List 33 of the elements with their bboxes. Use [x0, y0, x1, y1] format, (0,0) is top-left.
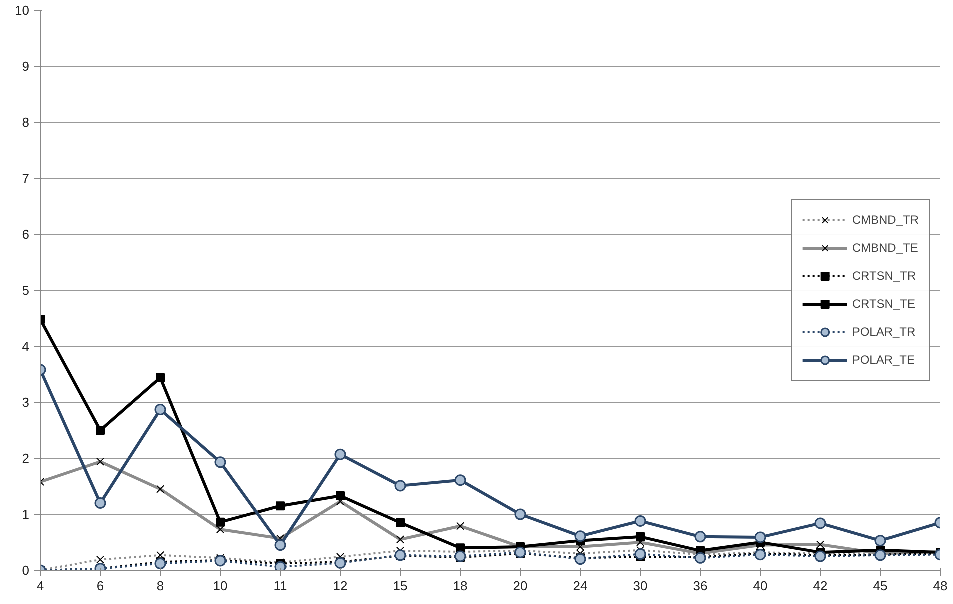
x-tick-label: 11 — [274, 578, 288, 594]
legend-label: CRTSN_TE — [852, 297, 916, 311]
y-tick-label: 4 — [22, 339, 30, 354]
x-tick-label: 8 — [156, 578, 164, 594]
legend-label: POLAR_TE — [852, 353, 916, 367]
x-tick-label: 15 — [393, 578, 408, 594]
x-tick-label: 4 — [36, 578, 44, 594]
y-tick-label: 2 — [22, 451, 30, 466]
x-tick-label: 40 — [753, 578, 768, 594]
legend-label: CMBND_TE — [852, 241, 918, 255]
y-tick-label: 3 — [22, 395, 30, 410]
x-tick-label: 45 — [873, 578, 888, 594]
x-tick-label: 48 — [933, 578, 948, 594]
y-tick-label: 0 — [22, 563, 30, 578]
legend-label: POLAR_TR — [852, 325, 916, 339]
x-tick-label: 12 — [333, 578, 348, 594]
x-tick-label: 24 — [573, 578, 588, 594]
x-tick-label: 10 — [213, 578, 228, 594]
y-tick-label: 10 — [15, 3, 30, 18]
x-tick-label: 6 — [96, 578, 104, 594]
x-tick-label: 20 — [513, 578, 528, 594]
y-tick-label: 6 — [22, 227, 30, 242]
x-tick-label: 18 — [453, 578, 468, 594]
y-tick-label: 8 — [22, 115, 30, 130]
legend-label: CMBND_TR — [852, 213, 919, 227]
x-tick-label: 30 — [633, 578, 648, 594]
y-tick-label: 1 — [22, 507, 30, 522]
x-tick-label: 36 — [693, 578, 708, 594]
y-tick-label: 9 — [22, 59, 30, 74]
y-tick-label: 7 — [22, 171, 30, 186]
y-tick-label: 5 — [22, 283, 30, 298]
x-tick-label: 42 — [813, 578, 828, 594]
legend-label: CRTSN_TR — [852, 269, 916, 283]
